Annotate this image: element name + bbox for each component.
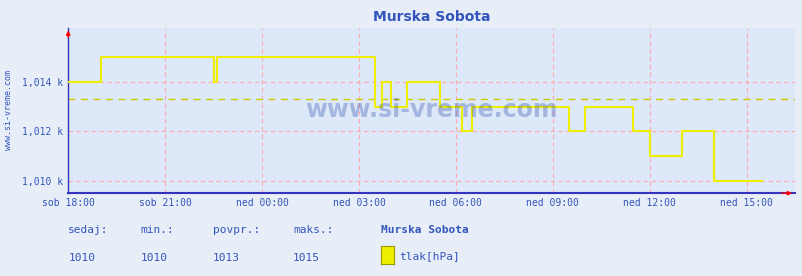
Text: maks.:: maks.: <box>293 225 333 235</box>
Title: Murska Sobota: Murska Sobota <box>372 10 490 24</box>
Text: tlak[hPa]: tlak[hPa] <box>399 251 460 261</box>
Text: www.si-vreme.com: www.si-vreme.com <box>3 70 13 150</box>
Text: www.si-vreme.com: www.si-vreme.com <box>305 99 557 122</box>
Text: 1013: 1013 <box>213 253 240 263</box>
Text: 1010: 1010 <box>140 253 168 263</box>
Text: Murska Sobota: Murska Sobota <box>381 225 468 235</box>
Text: sedaj:: sedaj: <box>68 225 108 235</box>
Text: povpr.:: povpr.: <box>213 225 260 235</box>
Text: 1010: 1010 <box>68 253 95 263</box>
Text: min.:: min.: <box>140 225 174 235</box>
Text: 1015: 1015 <box>293 253 320 263</box>
